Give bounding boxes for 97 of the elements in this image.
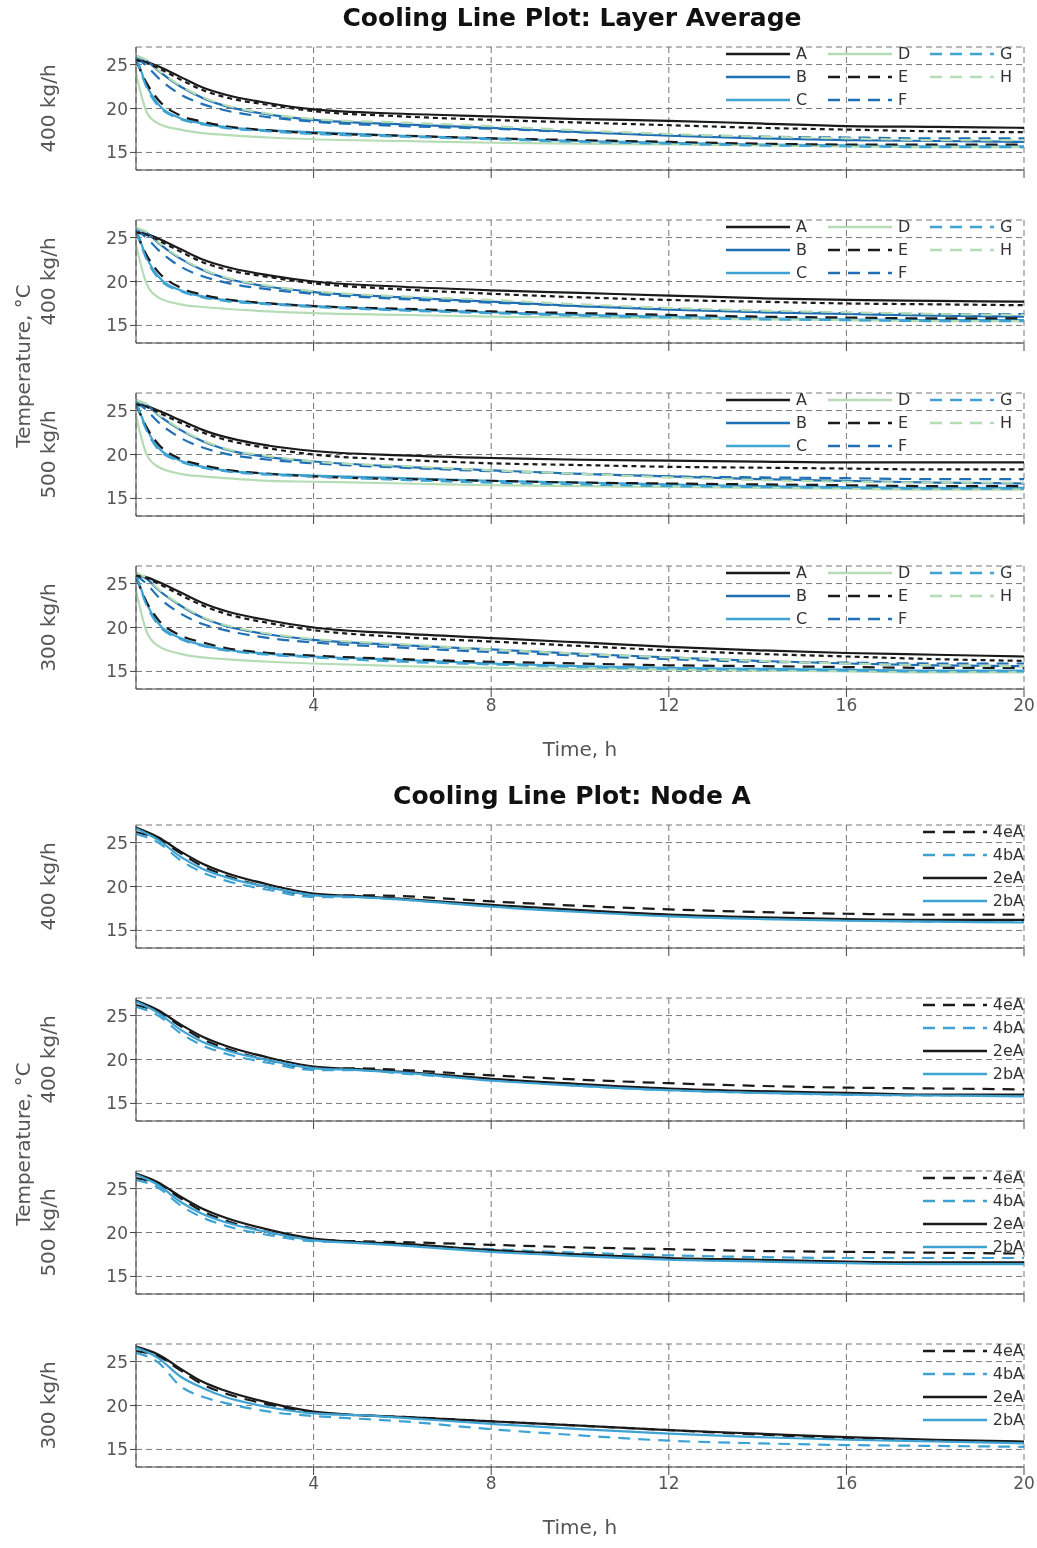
- legend-label: 4bA: [992, 1191, 1024, 1210]
- legend-label: B: [796, 413, 808, 432]
- x-tick-label: 12: [657, 695, 680, 716]
- line-series: [136, 414, 1024, 491]
- y-tick-label: 25: [106, 573, 128, 594]
- legend-label: C: [796, 263, 809, 282]
- legend-label: D: [898, 44, 912, 63]
- y-axis-title: 400 kg/h: [36, 842, 61, 931]
- legend-label: E: [898, 240, 910, 259]
- legend-label: 4eA: [992, 1341, 1024, 1360]
- text: Temperature, °C: [11, 1061, 35, 1226]
- legend-label: 4bA: [992, 845, 1024, 864]
- text: Temperature, °C: [11, 283, 35, 448]
- y-tick-label: 15: [106, 315, 128, 336]
- y-tick-label: 20: [106, 98, 128, 119]
- y-tick-label: 25: [106, 227, 128, 248]
- legend-label: C: [796, 436, 809, 455]
- legend-label: H: [1000, 67, 1014, 86]
- legend-label: G: [1000, 44, 1014, 63]
- y-tick-label: 25: [106, 54, 128, 75]
- legend-label: D: [898, 563, 912, 582]
- x-tick-label: 20: [1013, 695, 1035, 716]
- legend-label: D: [898, 390, 912, 409]
- y-tick-label: 20: [106, 1049, 128, 1070]
- legend-label: E: [898, 67, 910, 86]
- legend-label: 2eA: [992, 1214, 1024, 1233]
- y-axis-title: 300 kg/h: [36, 583, 61, 672]
- legend-label: F: [898, 90, 909, 109]
- y-axis-title: 300 kg/h: [36, 1361, 61, 1450]
- y-tick-label: 25: [106, 400, 128, 421]
- y-axis-title: 500 kg/h: [36, 410, 61, 499]
- legend-label: C: [796, 90, 809, 109]
- y-tick-label: 15: [106, 488, 128, 509]
- legend-label: 2bA: [992, 891, 1024, 910]
- x-tick-label: 4: [308, 1473, 320, 1494]
- x-tick-label: 16: [835, 695, 858, 716]
- x-tick-label: 4: [308, 695, 320, 716]
- legend-label: H: [1000, 240, 1014, 259]
- x-tick-label: 20: [1013, 1473, 1035, 1494]
- y-tick-label: 25: [106, 1005, 128, 1026]
- legend-label: 2eA: [992, 868, 1024, 887]
- y-tick-label: 15: [106, 142, 128, 163]
- x-tick-label: 16: [835, 1473, 858, 1494]
- legend-label: 4bA: [992, 1018, 1024, 1037]
- legend-label: G: [1000, 217, 1014, 236]
- legend-label: A: [796, 217, 808, 236]
- y-axis-title: 400 kg/h: [36, 1015, 61, 1104]
- legend-label: F: [898, 263, 909, 282]
- y-tick-label: 20: [106, 444, 128, 465]
- y-tick-label: 20: [106, 1222, 128, 1243]
- y-tick-label: 20: [106, 1395, 128, 1416]
- legend-label: H: [1000, 413, 1014, 432]
- legend-label: C: [796, 609, 809, 628]
- legend-label: B: [796, 240, 808, 259]
- legend-label: 2bA: [992, 1410, 1024, 1429]
- legend-label: G: [1000, 563, 1014, 582]
- legend-label: 2eA: [992, 1387, 1024, 1406]
- legend-label: F: [898, 436, 909, 455]
- x-tick-label: 8: [485, 1473, 497, 1494]
- x-tick-label: 8: [485, 695, 497, 716]
- legend-label: 2eA: [992, 1041, 1024, 1060]
- legend-label: 4bA: [992, 1364, 1024, 1383]
- y-tick-label: 15: [106, 920, 128, 941]
- chart-title: Cooling Line Plot: Node A: [392, 781, 752, 812]
- y-tick-label: 15: [106, 661, 128, 682]
- y-axis-title: 400 kg/h: [36, 64, 61, 153]
- y-tick-label: 15: [106, 1266, 128, 1287]
- x-tick-label: 12: [657, 1473, 680, 1494]
- y-tick-label: 15: [106, 1439, 128, 1460]
- legend-label: A: [796, 390, 808, 409]
- chart-title: Cooling Line Plot: Layer Average: [341, 3, 803, 34]
- y-tick-label: 20: [106, 876, 128, 897]
- x-axis-title: Time, h: [541, 1515, 618, 1539]
- legend-label: F: [898, 609, 909, 628]
- legend-label: A: [796, 44, 808, 63]
- y-tick-label: 25: [106, 1351, 128, 1372]
- y-tick-label: 20: [106, 617, 128, 638]
- legend-label: A: [796, 563, 808, 582]
- legend-label: B: [796, 586, 808, 605]
- y-tick-label: 25: [106, 1178, 128, 1199]
- y-axis-title: 400 kg/h: [36, 237, 61, 326]
- legend-label: 4eA: [992, 822, 1024, 841]
- legend-label: D: [898, 217, 912, 236]
- legend-label: B: [796, 67, 808, 86]
- legend-label: 2bA: [992, 1237, 1024, 1256]
- legend-label: E: [898, 413, 910, 432]
- x-axis-title: Time, h: [541, 737, 618, 761]
- y-axis-title: 500 kg/h: [36, 1188, 61, 1277]
- y-tick-label: 20: [106, 271, 128, 292]
- legend-label: E: [898, 586, 910, 605]
- y-tick-label: 25: [106, 832, 128, 853]
- legend-label: 2bA: [992, 1064, 1024, 1083]
- legend-label: H: [1000, 586, 1014, 605]
- legend-label: G: [1000, 390, 1014, 409]
- y-tick-label: 15: [106, 1093, 128, 1114]
- legend-label: 4eA: [992, 995, 1024, 1014]
- legend-label: 4eA: [992, 1168, 1024, 1187]
